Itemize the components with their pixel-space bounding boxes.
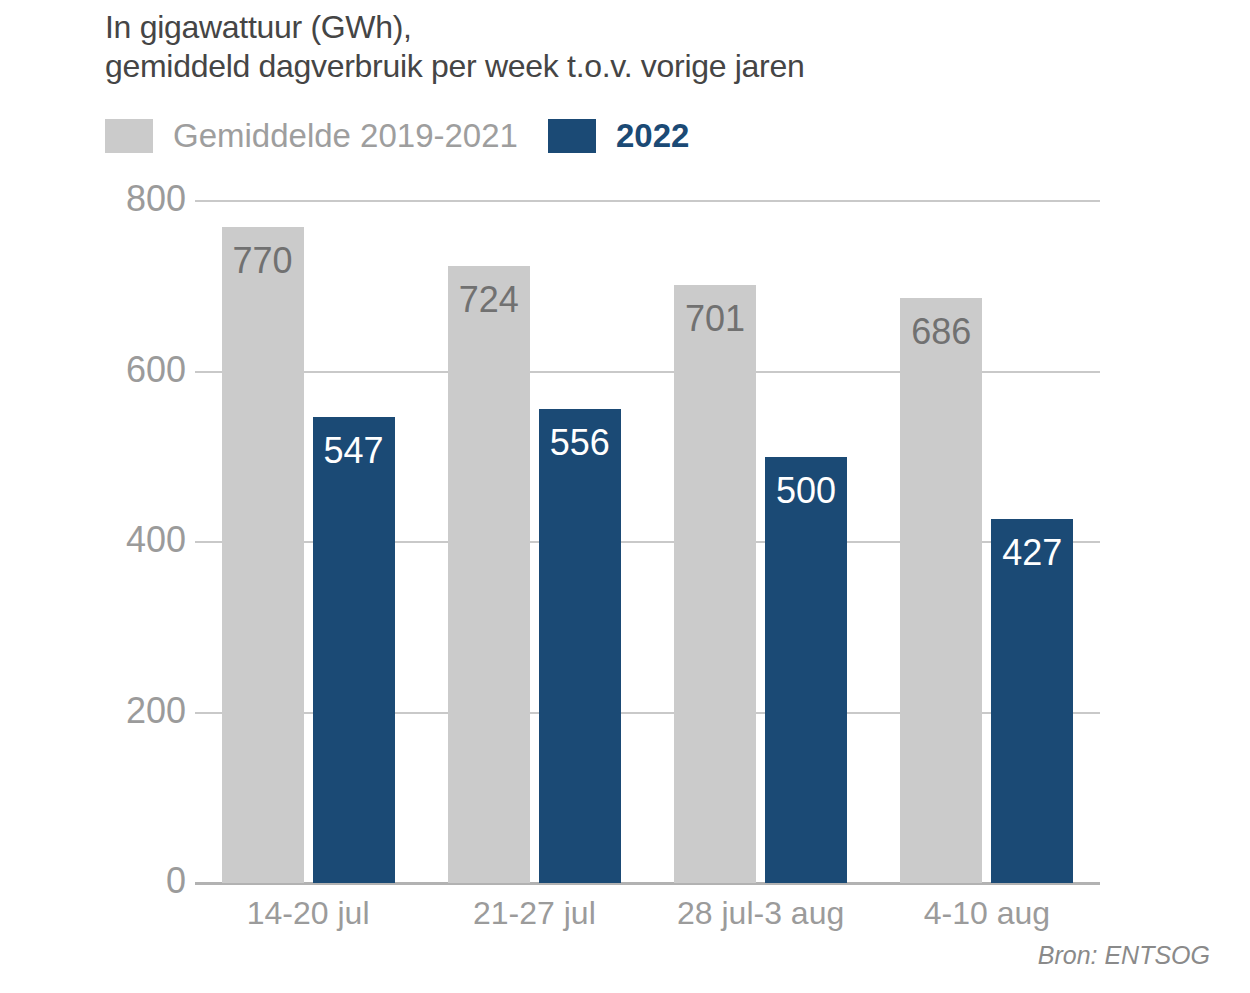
bar-current-2: 500 bbox=[765, 457, 847, 883]
x-tick-label-2: 28 jul-3 aug bbox=[648, 895, 874, 932]
x-axis-labels: 14-20 jul21-27 jul28 jul-3 aug4-10 aug bbox=[195, 895, 1100, 932]
legend: Gemiddelde 2019-2021 2022 bbox=[105, 117, 689, 155]
bar-group-1: 724 556 bbox=[421, 201, 647, 883]
bar-group-2: 701 500 bbox=[648, 201, 874, 883]
y-tick-label-600: 600 bbox=[0, 349, 186, 391]
x-tick-label-3: 4-10 aug bbox=[874, 895, 1100, 932]
legend-item-1: 2022 bbox=[548, 117, 689, 155]
bar-average-0: 770 bbox=[222, 227, 304, 883]
bar-current-3: 427 bbox=[991, 519, 1073, 883]
bar-value-label: 500 bbox=[765, 457, 847, 512]
legend-item-0: Gemiddelde 2019-2021 bbox=[105, 117, 518, 155]
legend-swatch-icon bbox=[105, 119, 153, 153]
bar-value-label: 427 bbox=[991, 519, 1073, 574]
x-tick-label-0: 14-20 jul bbox=[195, 895, 421, 932]
y-tick-label-400: 400 bbox=[0, 519, 186, 561]
bar-value-label: 701 bbox=[674, 285, 756, 340]
bar-value-label: 556 bbox=[539, 409, 621, 464]
bar-average-2: 701 bbox=[674, 285, 756, 883]
plot-area: 770 547 724 556 701 500 686 427 bbox=[195, 201, 1100, 883]
legend-label: 2022 bbox=[616, 117, 689, 155]
bar-current-0: 547 bbox=[313, 417, 395, 883]
legend-swatch-icon bbox=[548, 119, 596, 153]
chart-canvas: In gigawattuur (GWh), gemiddeld dagverbr… bbox=[0, 0, 1250, 993]
bar-value-label: 686 bbox=[900, 298, 982, 353]
chart-title: In gigawattuur (GWh), gemiddeld dagverbr… bbox=[105, 8, 804, 86]
source-credit: Bron: ENTSOG bbox=[1038, 941, 1210, 970]
legend-label: Gemiddelde 2019-2021 bbox=[173, 117, 518, 155]
y-tick-label-800: 800 bbox=[0, 178, 186, 220]
bar-series-container: 770 547 724 556 701 500 686 427 bbox=[195, 201, 1100, 883]
bar-average-3: 686 bbox=[900, 298, 982, 883]
chart-title-line2: gemiddeld dagverbruik per week t.o.v. vo… bbox=[105, 47, 804, 86]
x-tick-label-1: 21-27 jul bbox=[421, 895, 647, 932]
bar-group-0: 770 547 bbox=[195, 201, 421, 883]
y-tick-label-200: 200 bbox=[0, 690, 186, 732]
bar-current-1: 556 bbox=[539, 409, 621, 883]
bar-value-label: 770 bbox=[222, 227, 304, 282]
bar-value-label: 547 bbox=[313, 417, 395, 472]
y-tick-label-0: 0 bbox=[0, 860, 186, 902]
bar-average-1: 724 bbox=[448, 266, 530, 883]
bar-value-label: 724 bbox=[448, 266, 530, 321]
bar-group-3: 686 427 bbox=[874, 201, 1100, 883]
chart-title-line1: In gigawattuur (GWh), bbox=[105, 8, 804, 47]
